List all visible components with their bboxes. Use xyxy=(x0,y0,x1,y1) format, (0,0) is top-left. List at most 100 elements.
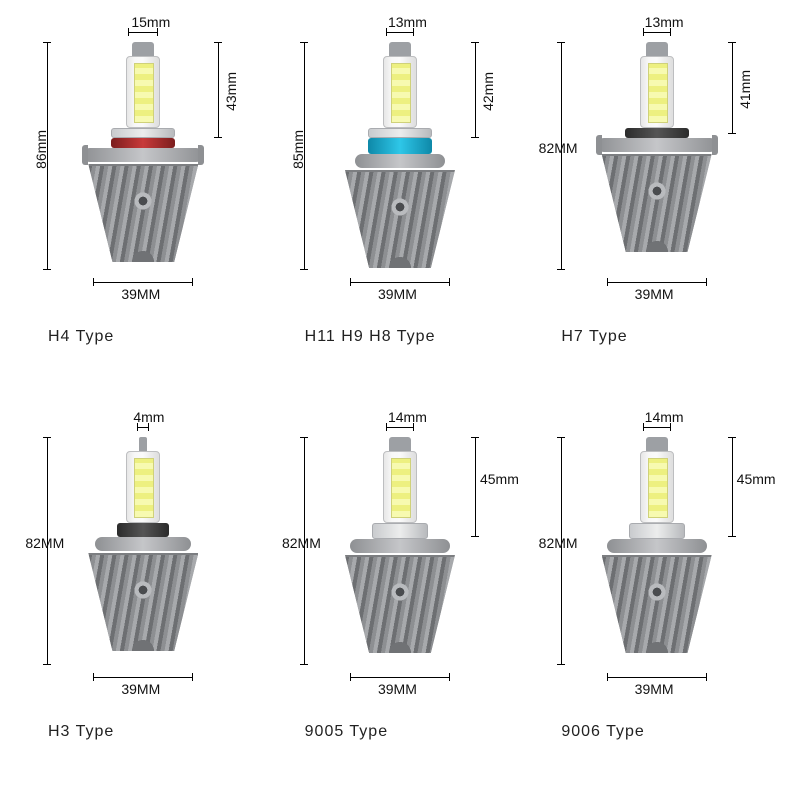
bulb-collar-accent xyxy=(117,523,169,537)
diagram-9006: 14mm 82MM 45mm 39MM xyxy=(547,415,767,715)
dim-total-h: 82MM xyxy=(539,140,578,156)
bulb-flange xyxy=(95,537,191,551)
tab-icon xyxy=(712,135,718,155)
bulb-tip xyxy=(132,42,154,56)
dimline-tip-w xyxy=(386,32,414,33)
bulb-flange xyxy=(83,148,203,162)
dimline-tip-w xyxy=(137,427,149,428)
dimline-base-w xyxy=(607,282,707,283)
led-chip-icon xyxy=(134,458,154,518)
type-label: H7 Type xyxy=(533,328,627,346)
cell-h3: 4mm 82MM 39MM H3 Type xyxy=(20,415,267,770)
dim-upper-h: 45mm xyxy=(480,471,519,487)
bulb-collar-accent xyxy=(625,128,689,138)
bulb-flange xyxy=(350,539,450,553)
diagram-9005: 14mm 82MM 45mm 39MM xyxy=(290,415,510,715)
led-chip-icon xyxy=(391,458,411,518)
dim-total-h: 82MM xyxy=(539,535,578,551)
type-label: 9006 Type xyxy=(533,723,644,741)
dim-tip-w: 13mm xyxy=(645,14,684,30)
dimline-upper-h xyxy=(475,437,476,537)
bulb-tip xyxy=(389,437,411,451)
bulb-led xyxy=(383,56,417,128)
bulb-h4 xyxy=(83,42,203,262)
dim-tip-w: 14mm xyxy=(645,409,684,425)
type-label: H4 Type xyxy=(20,328,114,346)
dim-base-w: 39MM xyxy=(635,286,674,302)
dim-tip-w: 13mm xyxy=(388,14,427,30)
dim-upper-h: 43mm xyxy=(223,72,239,111)
bulb-heatsink xyxy=(345,555,455,653)
bulb-flange xyxy=(355,154,445,168)
dimline-upper-h xyxy=(732,437,733,537)
bulb-led xyxy=(383,451,417,523)
bulb-9005 xyxy=(345,437,455,653)
dimline-total-h xyxy=(561,437,562,665)
bulb-collar-upper xyxy=(368,128,432,138)
bulb-h3 xyxy=(88,437,198,651)
cell-9005: 14mm 82MM 45mm 39MM 9005 Type xyxy=(277,415,524,770)
bulb-tip xyxy=(646,42,668,56)
diagram-h7: 13mm 82MM 41mm 39MM xyxy=(547,20,767,320)
dimline-base-w xyxy=(350,677,450,678)
tab-icon xyxy=(596,135,602,155)
dimline-tip-w xyxy=(386,427,414,428)
type-label: H3 Type xyxy=(20,723,114,741)
dimline-base-w xyxy=(350,282,450,283)
cell-h11: 13mm 85mm 42mm 39MM H11 H9 H8 Type xyxy=(277,20,524,375)
dim-base-w: 39MM xyxy=(121,681,160,697)
diagram-h4: 15mm 86mm 43mm 39MM xyxy=(33,20,253,320)
bulb-h11 xyxy=(345,42,455,268)
bulb-tip xyxy=(646,437,668,451)
dimline-tip-w xyxy=(643,427,671,428)
bulb-heatsink xyxy=(345,170,455,268)
bulb-heatsink xyxy=(88,164,198,262)
dimline-upper-h xyxy=(218,42,219,138)
bulb-flange xyxy=(597,138,717,152)
type-label: H11 H9 H8 Type xyxy=(277,328,436,346)
dimline-base-w xyxy=(93,282,193,283)
dim-tip-w: 15mm xyxy=(131,14,170,30)
bulb-led xyxy=(640,451,674,523)
bulb-collar-accent xyxy=(111,138,175,148)
dimline-base-w xyxy=(607,677,707,678)
bulb-flange xyxy=(607,539,707,553)
tab-icon xyxy=(198,145,204,165)
dim-upper-h: 45mm xyxy=(737,471,776,487)
bulb-heatsink xyxy=(602,154,712,252)
dim-tip-w: 14mm xyxy=(388,409,427,425)
dim-total-h: 86mm xyxy=(33,130,49,169)
diagram-h3: 4mm 82MM 39MM xyxy=(33,415,253,715)
dim-base-w: 39MM xyxy=(635,681,674,697)
bulb-9006 xyxy=(602,437,712,653)
cell-h4: 15mm 86mm 43mm 39MM H4 Type xyxy=(20,20,267,375)
dim-upper-h: 41mm xyxy=(737,70,753,109)
bulb-grid: 15mm 86mm 43mm 39MM H4 Type 13mm xyxy=(0,0,800,800)
dimline-total-h xyxy=(47,437,48,665)
bulb-led xyxy=(126,56,160,128)
bulb-h7 xyxy=(597,42,717,252)
bulb-tip xyxy=(139,437,147,451)
bulb-led xyxy=(126,451,160,523)
dim-base-w: 39MM xyxy=(378,681,417,697)
tab-icon xyxy=(82,145,88,165)
led-chip-icon xyxy=(391,63,411,123)
dim-base-w: 39MM xyxy=(378,286,417,302)
bulb-collar-accent xyxy=(629,523,685,539)
dim-total-h: 85mm xyxy=(290,130,306,169)
bulb-collar-upper xyxy=(111,128,175,138)
led-chip-icon xyxy=(134,63,154,123)
dim-total-h: 82MM xyxy=(25,535,64,551)
cell-9006: 14mm 82MM 45mm 39MM 9006 Type xyxy=(533,415,780,770)
bulb-tip xyxy=(389,42,411,56)
dim-upper-h: 42mm xyxy=(480,72,496,111)
dimline-upper-h xyxy=(732,42,733,134)
type-label: 9005 Type xyxy=(277,723,388,741)
dimline-base-w xyxy=(93,677,193,678)
dimline-total-h xyxy=(304,437,305,665)
diagram-h11: 13mm 85mm 42mm 39MM xyxy=(290,20,510,320)
dimline-tip-w xyxy=(128,32,158,33)
led-chip-icon xyxy=(648,63,668,123)
dim-base-w: 39MM xyxy=(121,286,160,302)
bulb-heatsink xyxy=(88,553,198,651)
